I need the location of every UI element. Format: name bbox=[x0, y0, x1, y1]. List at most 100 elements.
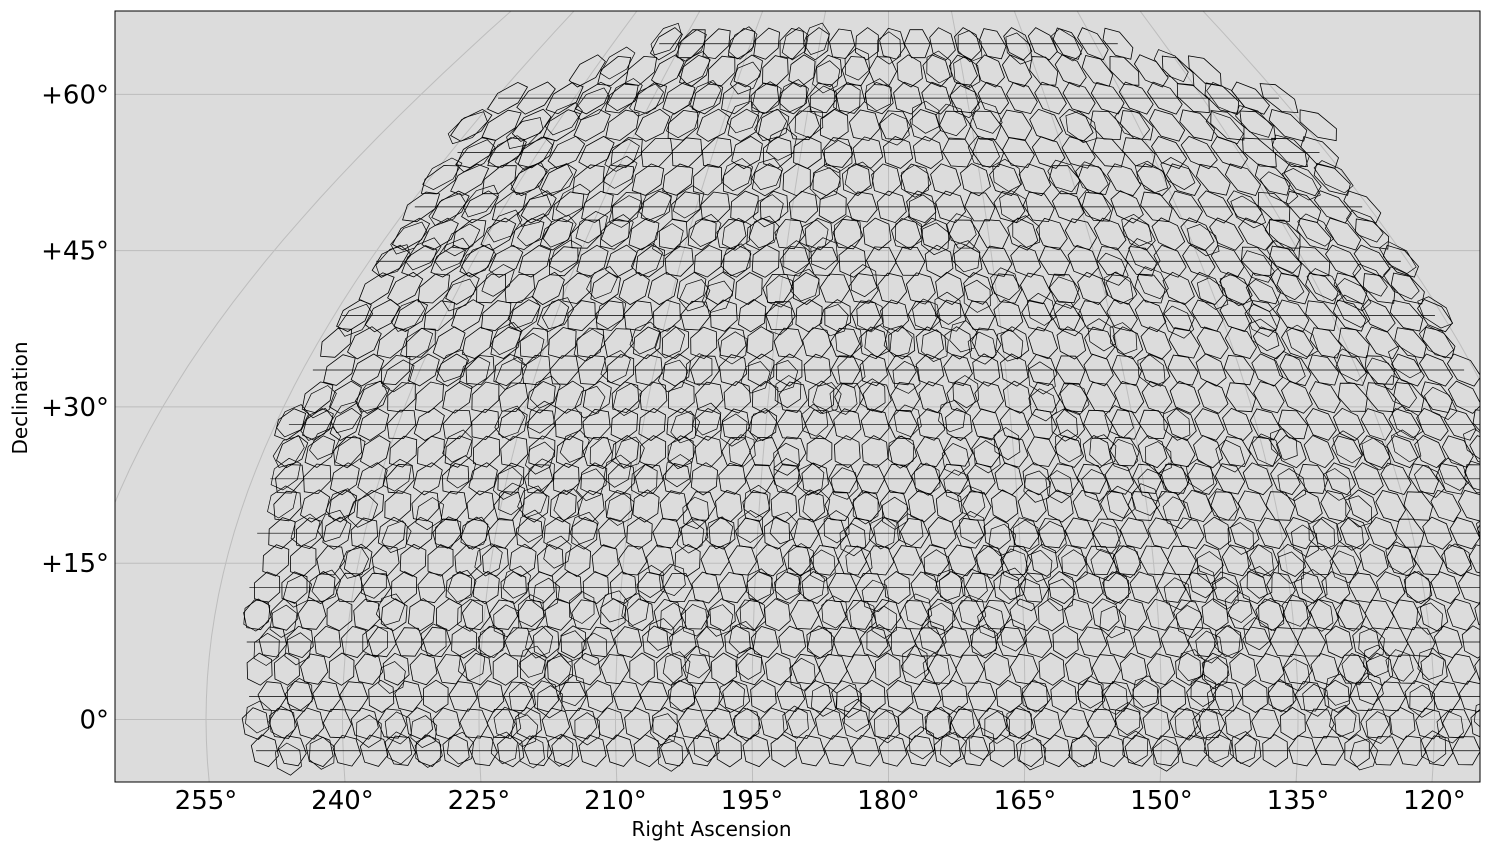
field-tile bbox=[950, 708, 980, 739]
field-tile bbox=[639, 435, 667, 469]
field-tile bbox=[339, 681, 369, 712]
field-tile bbox=[600, 654, 630, 685]
field-tile bbox=[947, 705, 975, 739]
field-tile bbox=[810, 237, 838, 270]
field-tile bbox=[1166, 407, 1197, 441]
field-tile bbox=[1089, 434, 1117, 467]
field-tile bbox=[628, 217, 660, 251]
field-tile bbox=[1329, 704, 1357, 738]
field-tile bbox=[1078, 626, 1108, 658]
field-tile bbox=[500, 436, 529, 468]
field-tile bbox=[750, 625, 779, 658]
field-tile bbox=[414, 734, 443, 767]
field-tile bbox=[887, 435, 915, 469]
field-tile bbox=[859, 626, 889, 658]
field-tile bbox=[1151, 136, 1188, 169]
field-tile bbox=[995, 679, 1023, 713]
field-tile bbox=[568, 707, 598, 740]
field-tile bbox=[817, 517, 847, 549]
field-tile bbox=[908, 726, 935, 760]
ra-gridline bbox=[341, 11, 638, 782]
field-tile bbox=[581, 632, 608, 666]
field-tile bbox=[576, 468, 606, 502]
x-tick-label: 210° bbox=[584, 786, 647, 816]
field-tile bbox=[924, 707, 952, 741]
field-tile bbox=[896, 54, 923, 88]
field-tile bbox=[1353, 244, 1391, 278]
field-tile bbox=[459, 708, 489, 739]
field-tile bbox=[1345, 495, 1372, 528]
field-tile bbox=[883, 325, 913, 358]
field-tile bbox=[1024, 625, 1053, 659]
field-tile bbox=[576, 244, 609, 278]
field-tile bbox=[1197, 551, 1224, 585]
field-tile bbox=[747, 353, 775, 387]
field-tile bbox=[993, 427, 1021, 461]
field-tile bbox=[1464, 464, 1480, 494]
field-tile bbox=[675, 29, 707, 62]
field-tile bbox=[943, 354, 973, 386]
field-tile bbox=[614, 436, 645, 469]
field-tile bbox=[776, 409, 807, 440]
field-tile bbox=[948, 54, 978, 88]
field-tile bbox=[792, 272, 820, 305]
field-tile bbox=[742, 490, 771, 522]
field-tile bbox=[730, 190, 759, 224]
field-tile bbox=[519, 327, 549, 359]
field-tile bbox=[690, 326, 718, 360]
field-tile bbox=[1313, 160, 1354, 194]
field-tile bbox=[1325, 462, 1357, 496]
field-tile bbox=[1102, 571, 1131, 604]
field-tile bbox=[776, 680, 806, 712]
field-tile bbox=[1131, 483, 1161, 516]
field-tile bbox=[410, 715, 438, 749]
field-tile bbox=[719, 354, 748, 386]
field-tile bbox=[580, 462, 608, 496]
field-tile bbox=[1177, 649, 1206, 682]
field-tile bbox=[1169, 380, 1201, 414]
field-tile bbox=[275, 742, 302, 776]
field-tile bbox=[552, 462, 580, 495]
field-tile bbox=[286, 677, 313, 711]
field-tile bbox=[1223, 354, 1255, 386]
field-tile bbox=[729, 620, 757, 654]
field-tile bbox=[794, 105, 824, 139]
field-tile bbox=[343, 543, 373, 577]
field-tile bbox=[1390, 429, 1422, 463]
field-tile bbox=[638, 407, 666, 441]
field-tile bbox=[1446, 598, 1477, 631]
field-tile bbox=[727, 108, 760, 142]
field-tile bbox=[772, 463, 803, 495]
field-tile bbox=[1137, 435, 1168, 469]
field-tile bbox=[276, 435, 309, 469]
field-tile bbox=[922, 54, 951, 88]
field-tile bbox=[924, 244, 954, 278]
field-tile bbox=[1362, 273, 1396, 304]
field-tile bbox=[1359, 543, 1389, 577]
field-tile bbox=[829, 28, 856, 59]
field-tile bbox=[334, 572, 364, 603]
field-tile bbox=[356, 714, 382, 748]
field-tile bbox=[662, 353, 691, 387]
field-tile bbox=[1251, 353, 1284, 387]
field-tile bbox=[852, 491, 879, 525]
field-tile bbox=[839, 523, 867, 557]
ra-gridline bbox=[1139, 11, 1436, 782]
field-tile bbox=[1035, 217, 1068, 251]
field-tile bbox=[384, 731, 413, 765]
field-tile bbox=[918, 381, 948, 414]
field-tile bbox=[1110, 409, 1141, 440]
field-tile bbox=[994, 462, 1024, 496]
field-tile bbox=[1012, 215, 1041, 248]
field-tile bbox=[766, 127, 798, 161]
ra-gridline bbox=[614, 11, 764, 782]
field-tile bbox=[1194, 408, 1225, 441]
field-tile bbox=[492, 652, 519, 686]
field-tile bbox=[497, 734, 525, 768]
field-tile bbox=[301, 381, 334, 414]
field-tile bbox=[309, 426, 342, 460]
field-tile bbox=[574, 712, 600, 746]
field-tile bbox=[743, 484, 771, 519]
field-tile bbox=[487, 209, 523, 243]
field-tile bbox=[751, 157, 784, 191]
